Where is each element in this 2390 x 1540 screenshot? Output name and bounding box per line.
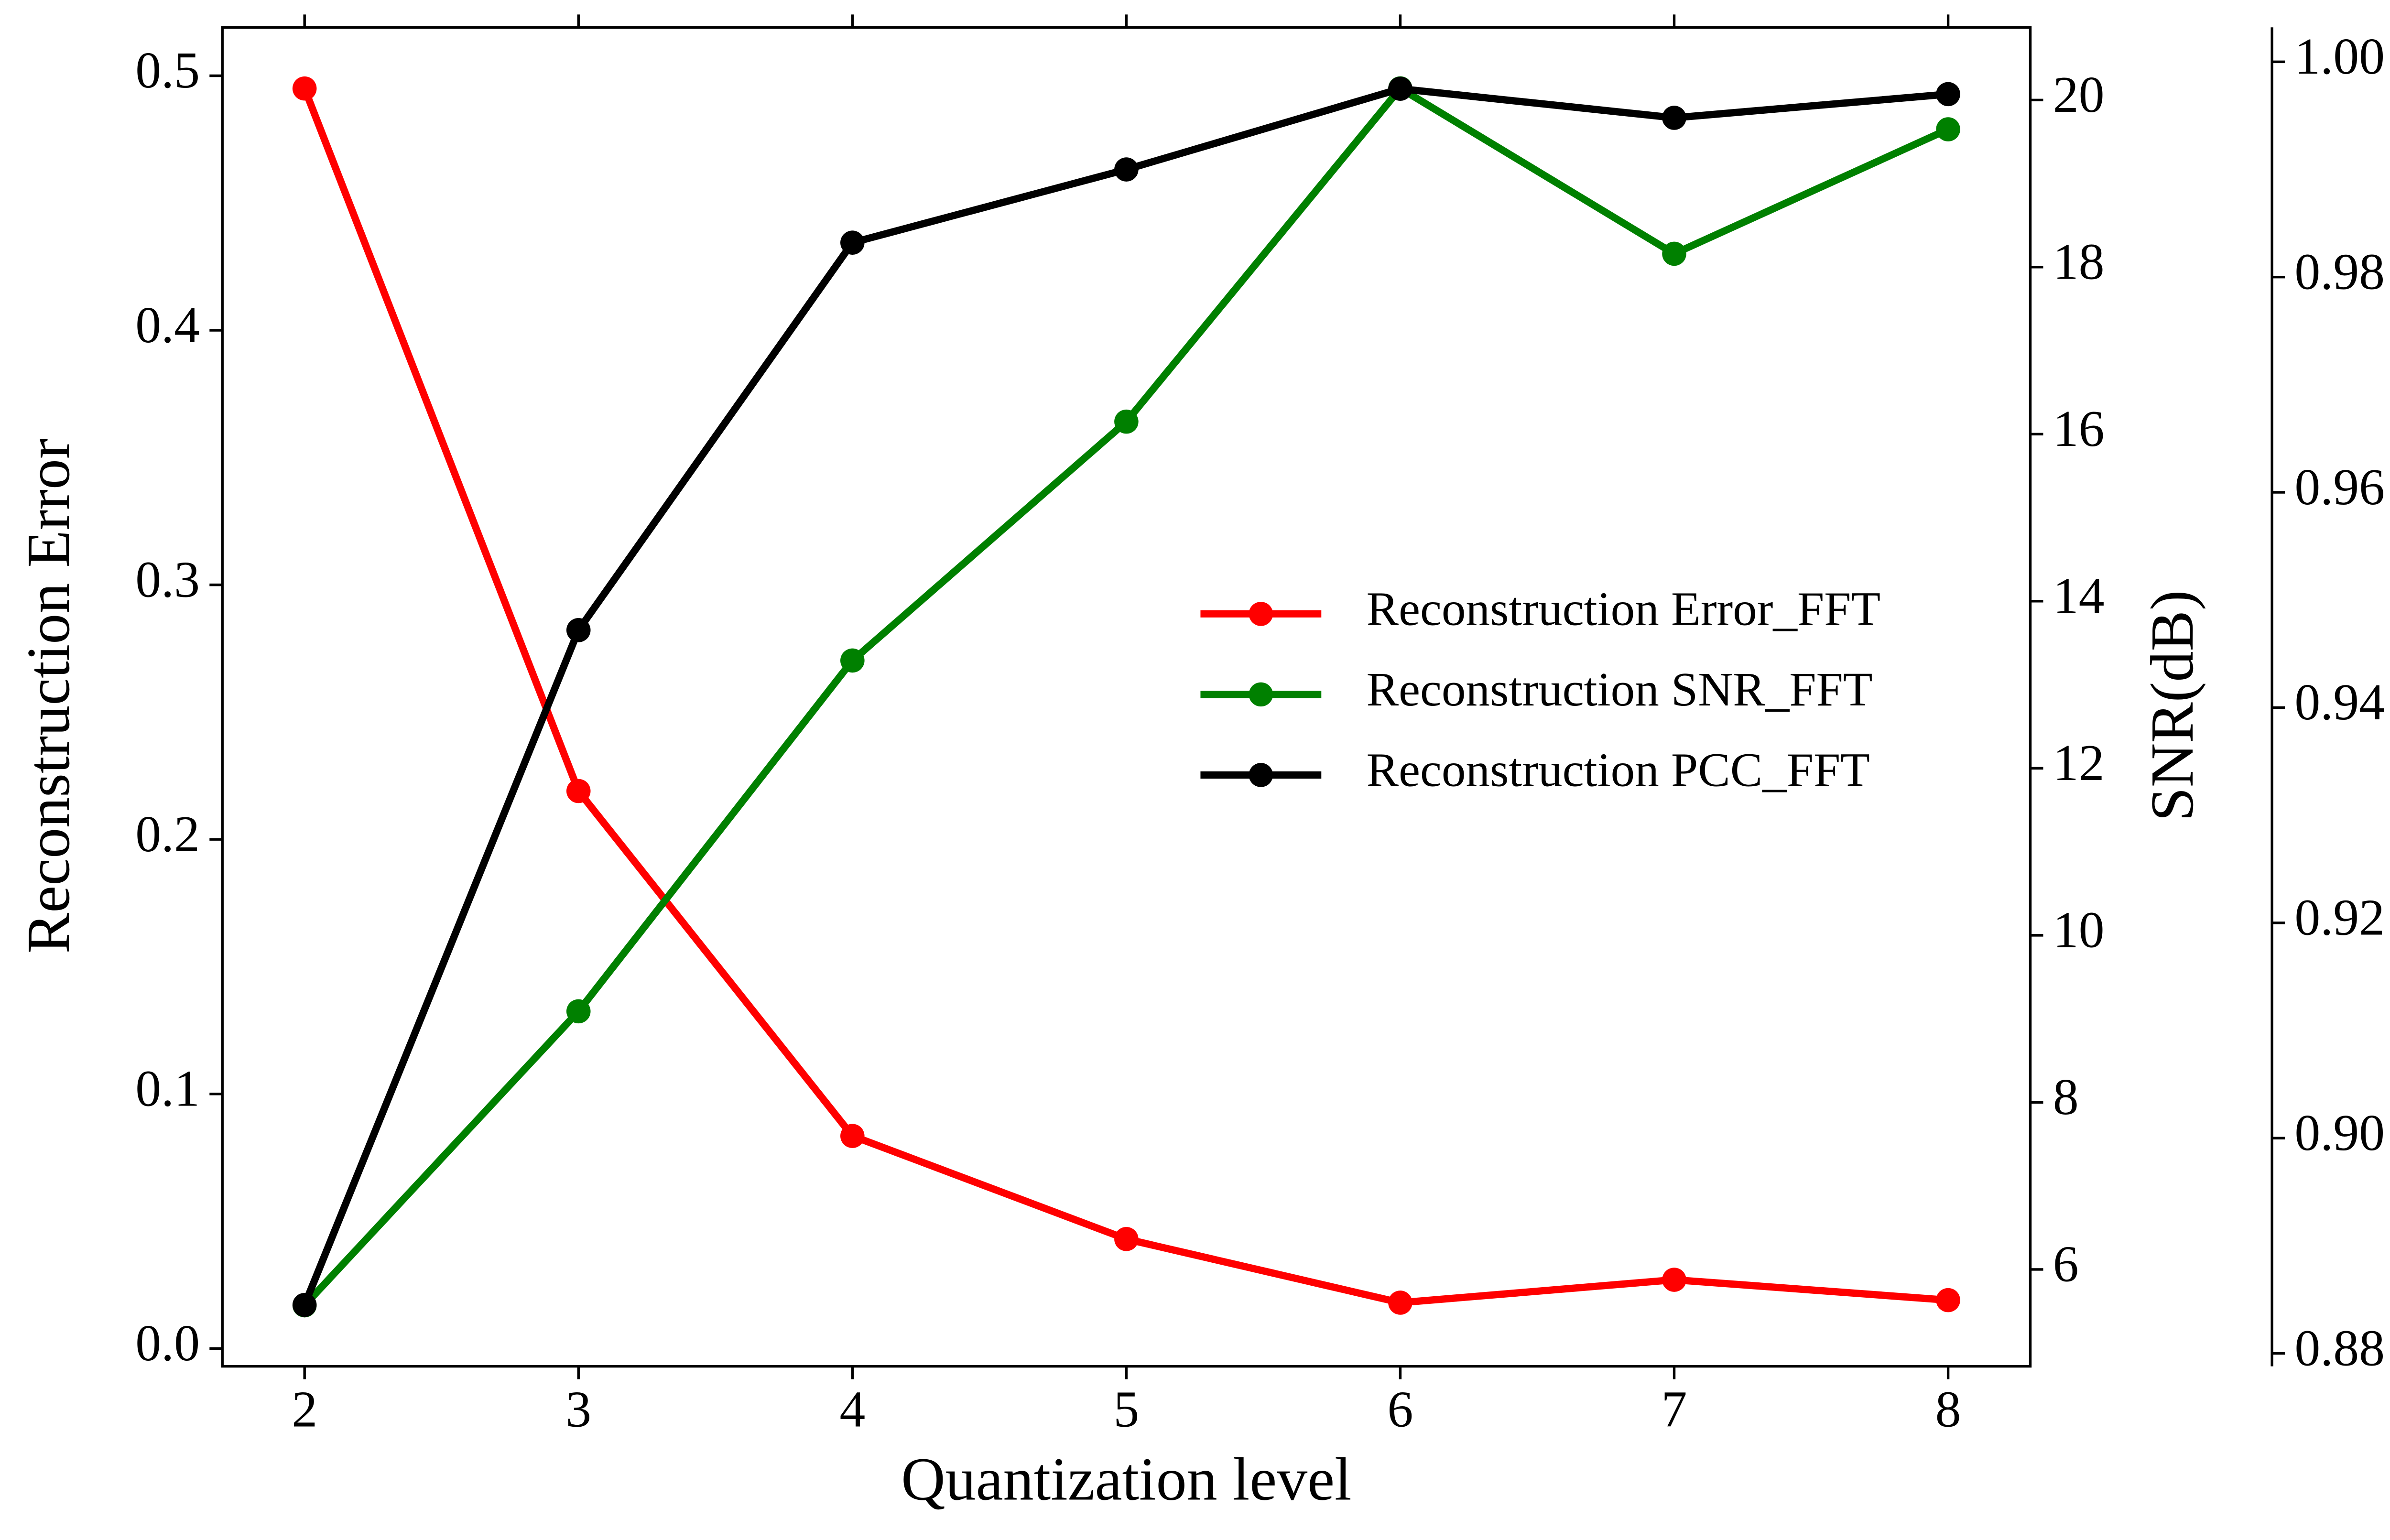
y-tick-label: 0.5	[135, 42, 200, 99]
x-tick-label: 8	[1935, 1381, 1961, 1438]
series-marker	[1662, 241, 1686, 266]
x-tick-label: 4	[839, 1381, 865, 1438]
y-tick-label: 0.1	[135, 1061, 200, 1117]
y2-tick-label: 6	[2053, 1236, 2079, 1293]
x-tick-label: 7	[1662, 1381, 1687, 1438]
y2-tick-label: 8	[2053, 1069, 2079, 1126]
y2-axis-label: SNR(dB)	[2138, 590, 2206, 822]
series-marker	[1936, 82, 1960, 107]
y3-tick-label: 0.94	[2294, 674, 2385, 731]
x-axis-label: Quantization level	[901, 1445, 1351, 1513]
x-tick-label: 5	[1113, 1381, 1139, 1438]
series-marker	[1388, 76, 1412, 101]
series-marker	[840, 230, 865, 255]
legend-label: Reconstruction SNR_FFT	[1367, 662, 1873, 716]
y2-tick-label: 12	[2053, 735, 2105, 792]
x-tick-label: 2	[292, 1381, 317, 1438]
y3-tick-label: 0.92	[2294, 889, 2385, 946]
y3-tick-label: 0.90	[2294, 1105, 2385, 1161]
legend-marker	[1249, 682, 1273, 707]
y2-tick-label: 16	[2053, 401, 2105, 457]
x-tick-label: 3	[565, 1381, 591, 1438]
series-marker	[1662, 1268, 1686, 1292]
legend-marker	[1249, 763, 1273, 787]
y3-tick-label: 1.00	[2294, 28, 2385, 85]
series-marker	[1114, 1227, 1139, 1251]
series-marker	[566, 618, 591, 642]
series-marker	[292, 1292, 317, 1317]
series-marker	[1114, 157, 1139, 182]
y-tick-label: 0.2	[135, 806, 200, 863]
y-tick-label: 0.3	[135, 551, 200, 608]
series-marker	[566, 999, 591, 1024]
y3-tick-label: 0.88	[2294, 1320, 2385, 1377]
y2-tick-label: 20	[2053, 66, 2105, 123]
y3-tick-label: 0.98	[2294, 243, 2385, 300]
y2-tick-label: 18	[2053, 234, 2105, 291]
legend-label: Reconstruction PCC_FFT	[1367, 743, 1870, 797]
series-marker	[1936, 117, 1960, 141]
legend-label: Reconstruction Error_FFT	[1367, 582, 1881, 636]
series-marker	[1936, 1288, 1960, 1312]
y-tick-label: 0.0	[135, 1315, 200, 1372]
series-marker	[292, 76, 317, 101]
y2-tick-label: 14	[2053, 568, 2105, 625]
y-axis-label: Reconstruction Error	[14, 438, 82, 954]
y-tick-label: 0.4	[135, 297, 200, 354]
y2-tick-label: 10	[2053, 902, 2105, 959]
y3-tick-label: 0.96	[2294, 459, 2385, 516]
series-marker	[840, 648, 865, 673]
legend-marker	[1249, 602, 1273, 626]
series-marker	[566, 779, 591, 803]
series-marker	[1114, 409, 1139, 434]
series-marker	[1662, 106, 1686, 130]
x-tick-label: 6	[1387, 1381, 1413, 1438]
series-marker	[1388, 1291, 1412, 1315]
series-marker	[840, 1124, 865, 1148]
